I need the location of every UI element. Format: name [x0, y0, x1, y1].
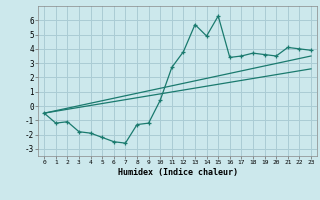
X-axis label: Humidex (Indice chaleur): Humidex (Indice chaleur) — [118, 168, 238, 177]
